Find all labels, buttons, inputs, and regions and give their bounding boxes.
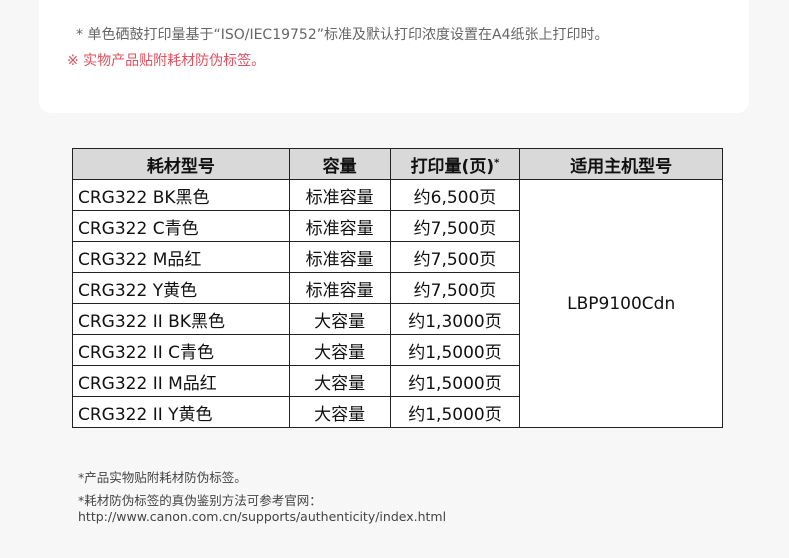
table-row: CRG322 BK黑色 标准容量 约6,500页 LBP9100Cdn [72, 179, 723, 428]
cell-capacity: 大容量 [288, 303, 391, 335]
cell-capacity: 大容量 [288, 365, 391, 397]
cell-yield: 约1,5000页 [389, 396, 521, 428]
label-note: ※ 实物产品贴附耗材防伪标签。 [67, 53, 266, 69]
cell-capacity: 大容量 [288, 334, 391, 366]
cell-model: CRG322 II M品红 [72, 365, 290, 397]
footnote-mark: * [494, 156, 500, 168]
cell-capacity: 标准容量 [288, 210, 391, 242]
header-yield-label: 打印量(页) [410, 156, 495, 177]
cell-capacity: 标准容量 [288, 272, 391, 304]
cell-yield: 约1,5000页 [389, 365, 521, 397]
consumables-table: 耗材型号 容量 打印量(页)* 适用主机型号 CRG322 BK黑色 标准容量 约6… [72, 148, 723, 428]
cell-capacity: 标准容量 [288, 241, 391, 273]
cell-capacity: 标准容量 [288, 179, 391, 211]
table-row: CRG322 II M品红 大容量 约1,5000页 [72, 365, 723, 397]
header-model: 耗材型号 [72, 148, 290, 180]
cell-model: CRG322 M品红 [72, 241, 290, 273]
authenticity-url[interactable]: http://www.canon.com.cn/supports/authent… [78, 509, 447, 524]
table-row: CRG322 II BK黑色 大容量 约1,3000页 [72, 303, 723, 335]
cell-model: CRG322 Y黄色 [72, 272, 290, 304]
table-row: CRG322 Y黄色 标准容量 约7,500页 [72, 272, 723, 304]
cell-yield: 约7,500页 [389, 272, 521, 304]
cell-model: CRG322 C青色 [72, 210, 290, 242]
table-row: CRG322 M品红 标准容量 约7,500页 [72, 241, 723, 273]
header-yield: 打印量(页)* [389, 148, 521, 180]
table-row: CRG322 II Y黄色 大容量 约1,5000页 [72, 396, 723, 428]
cell-yield: 约1,5000页 [389, 334, 521, 366]
cell-yield: 约6,500页 [389, 179, 521, 211]
cell-capacity: 大容量 [288, 396, 391, 428]
table-header-row: 耗材型号 容量 打印量(页)* 适用主机型号 [72, 148, 723, 180]
cell-yield: 约1,3000页 [389, 303, 521, 335]
header-host: 适用主机型号 [519, 148, 723, 180]
footer-note-1: *产品实物贴附耗材防伪标签。 [78, 470, 247, 485]
cell-model: CRG322 II Y黄色 [72, 396, 290, 428]
cell-model: CRG322 II BK黑色 [72, 303, 290, 335]
cell-yield: 约7,500页 [389, 210, 521, 242]
header-capacity: 容量 [288, 148, 391, 180]
cell-yield: 约7,500页 [389, 241, 521, 273]
cell-model: CRG322 II C青色 [72, 334, 290, 366]
notes-card [39, 0, 749, 113]
cell-model: CRG322 BK黑色 [72, 179, 290, 211]
footer-note-2: *耗材防伪标签的真伪鉴别方法可参考官网： [78, 493, 322, 508]
yield-note: * 单色硒鼓打印量基于“ISO/IEC19752”标准及默认打印浓度设置在A4纸… [76, 27, 609, 43]
table-row: CRG322 C青色 标准容量 约7,500页 [72, 210, 723, 242]
table-row: CRG322 II C青色 大容量 约1,5000页 [72, 334, 723, 366]
cell-host: LBP9100Cdn [519, 179, 723, 428]
